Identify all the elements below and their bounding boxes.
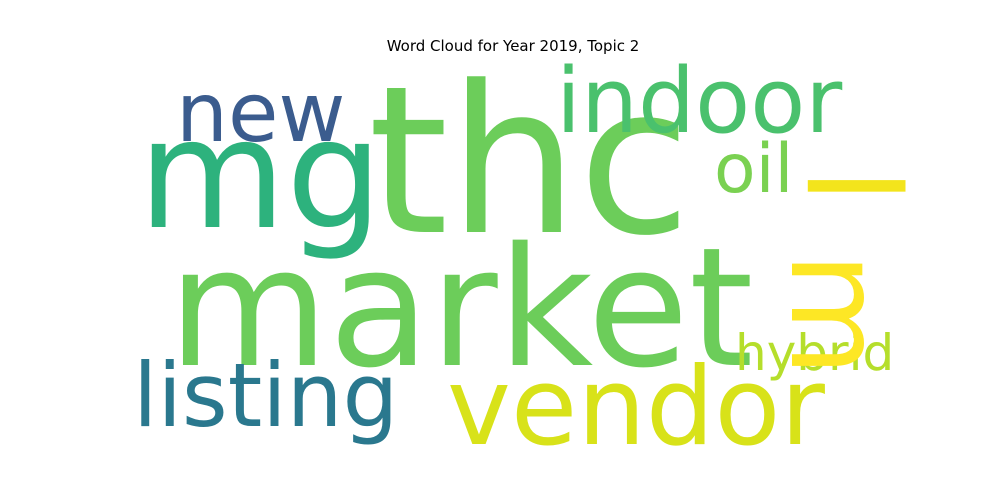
word-indoor: indoor [556,49,842,154]
word-hybrid: hybrid [735,324,894,382]
word-oil: oil [714,130,793,209]
chart-title: Word Cloud for Year 2019, Topic 2 [386,37,640,55]
word-mg: mg [138,86,383,263]
word-thc: thc [368,43,691,281]
word-listing: listing [133,344,398,447]
word-l: l [777,168,926,204]
word-vendor: vendor [447,345,825,470]
word-market: market [168,212,754,404]
word-m: m [761,252,910,377]
word-new: new [176,66,346,161]
